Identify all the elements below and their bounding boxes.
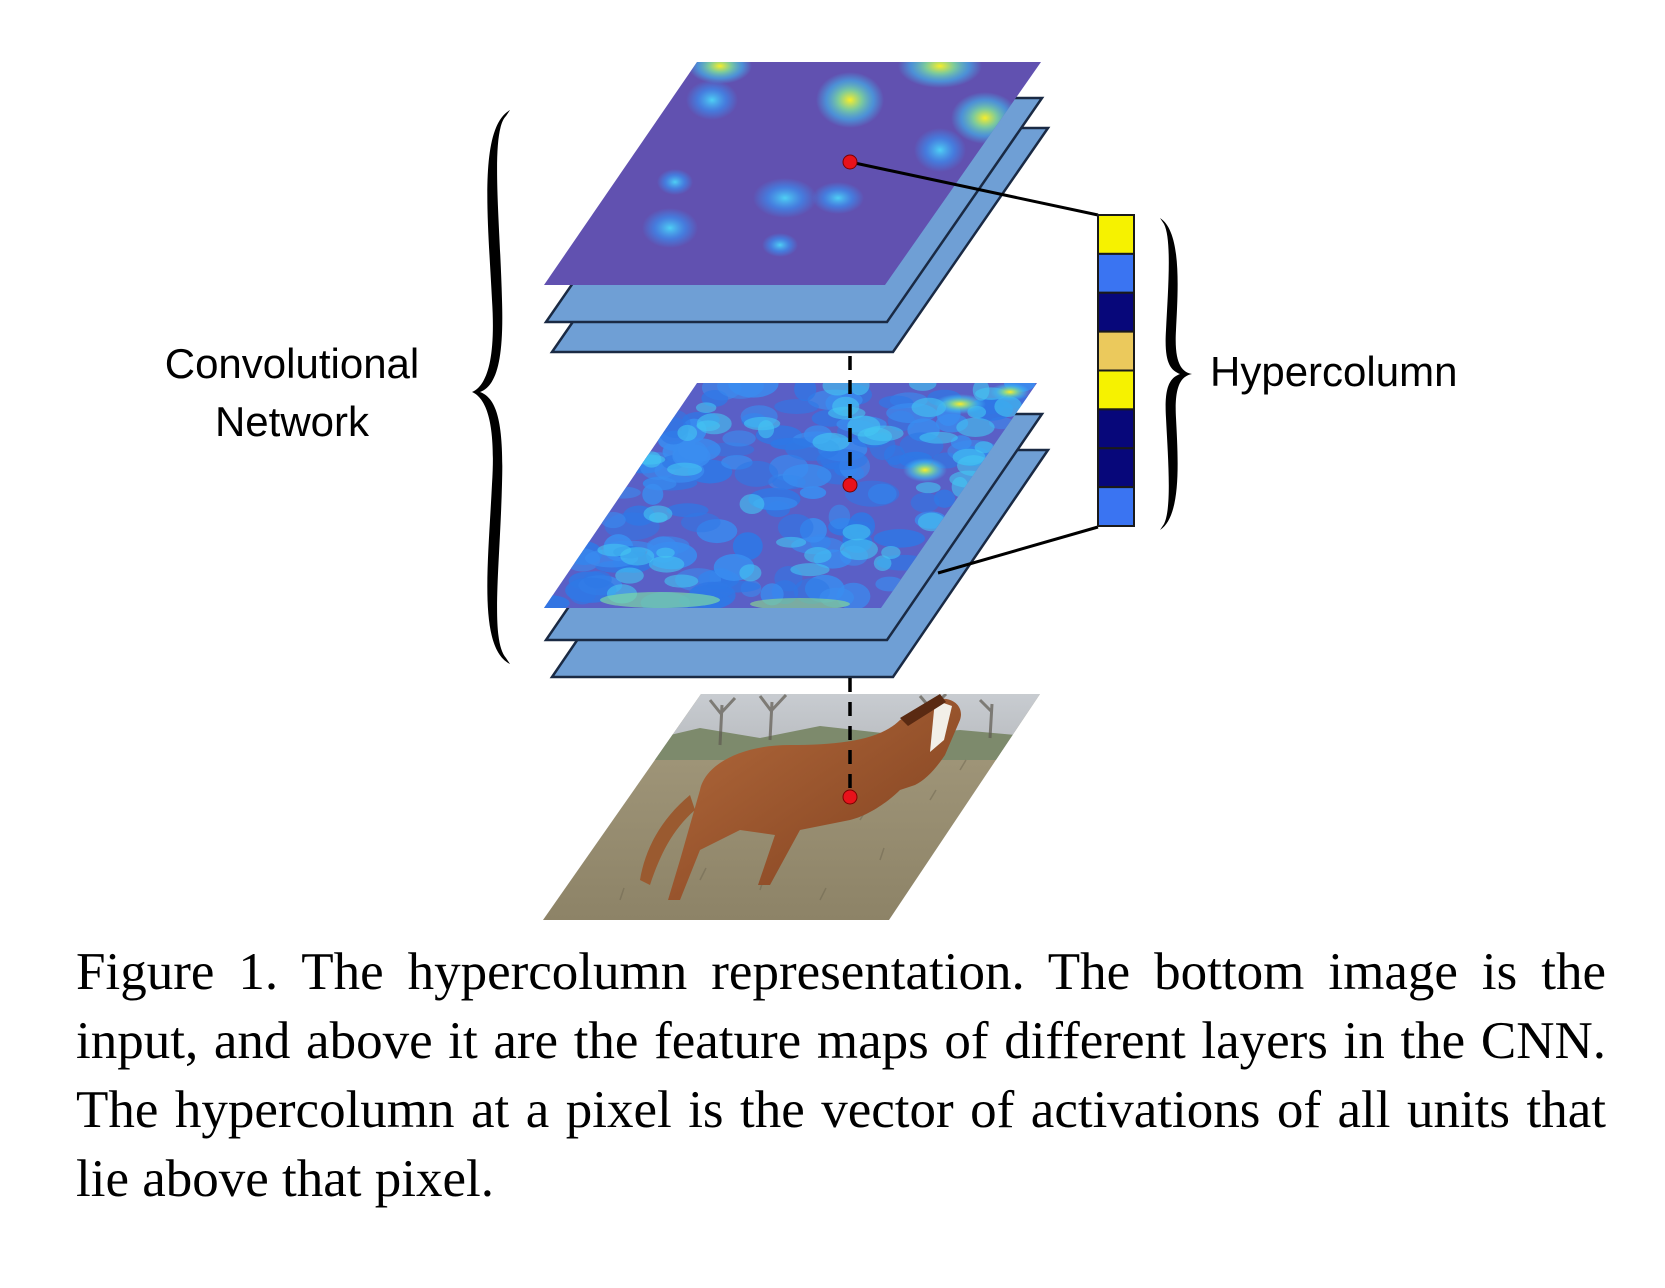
activation-blob	[910, 492, 940, 513]
hypercolumn-label: Hypercolumn	[1210, 348, 1457, 395]
activation-blob	[919, 431, 958, 444]
activation-blob	[739, 564, 762, 582]
hypercolumn-cell	[1097, 330, 1135, 372]
activation-blob	[753, 496, 798, 511]
activation-blob	[642, 483, 664, 505]
activation-blob	[600, 592, 720, 608]
activation-blob	[641, 451, 662, 468]
activation-blob	[873, 555, 892, 571]
activation-blob	[915, 482, 941, 494]
activation-blob	[799, 486, 827, 500]
hypercolumn-cell	[1097, 214, 1135, 255]
activation-blob	[776, 536, 807, 548]
activation-blob	[732, 532, 763, 561]
middle-feature-stack	[543, 383, 1051, 679]
figure-caption: Figure 1. The hypercolumn representation…	[76, 943, 1606, 1208]
hypercolumn-cell	[1097, 252, 1135, 294]
input-image	[543, 694, 1040, 920]
activation-blob	[646, 536, 690, 555]
activation-blob	[832, 396, 860, 417]
hypercolumn-vector	[1097, 214, 1135, 527]
activation-blob	[847, 415, 881, 437]
top-feature-map-activations	[642, 62, 1019, 257]
network-label-line-1: Convolutional	[165, 340, 420, 387]
activation-blob	[597, 543, 632, 557]
activation-blob	[649, 512, 668, 523]
network-label-line-2: Network	[215, 398, 370, 445]
activation-blob	[849, 383, 870, 396]
activation-blob	[680, 512, 721, 533]
activation-blob	[839, 538, 878, 561]
right-curly-brace	[1160, 218, 1192, 530]
activation-blob	[881, 546, 901, 559]
pixel-dot-input	[842, 789, 858, 805]
pixel-dot-top	[842, 154, 858, 170]
left-curly-brace	[472, 110, 510, 664]
activation-blob	[722, 430, 756, 447]
activation-blob	[565, 577, 617, 603]
activation-blob	[822, 383, 853, 396]
activation-blob	[794, 383, 817, 402]
activation-blob	[667, 462, 703, 476]
activation-blob	[695, 402, 717, 413]
activation-blob	[934, 394, 986, 414]
activation-blob	[664, 574, 699, 588]
top-feature-stack	[543, 62, 1051, 354]
hypercolumn-cell	[1097, 447, 1135, 489]
activation-blob	[908, 383, 937, 391]
activation-blob	[777, 514, 814, 541]
hypercolumn-connectors	[849, 160, 1099, 575]
activation-blob	[828, 504, 851, 530]
activation-blob	[952, 448, 986, 466]
middle-feature-map-activations	[544, 383, 1037, 608]
activation-blob	[974, 441, 994, 454]
activation-blob	[790, 563, 830, 577]
pixel-dots	[842, 154, 858, 805]
hypercolumn-figure: Convolutional Network Hypercolumn	[165, 62, 1457, 920]
hypercolumn-cell	[1097, 291, 1135, 333]
activation-blob	[677, 424, 698, 441]
activation-blob	[656, 547, 675, 558]
activation-blob	[750, 598, 850, 608]
activation-blob	[696, 413, 732, 435]
activation-blob	[990, 383, 1030, 401]
horse	[640, 694, 961, 900]
hypercolumn-cell	[1097, 369, 1135, 411]
pixel-dot-middle	[842, 477, 858, 493]
activation-blob	[544, 595, 570, 608]
activation-blob	[774, 399, 819, 414]
activation-blob	[842, 524, 871, 541]
hypercolumn-cell	[1097, 486, 1135, 527]
activation-blob	[873, 529, 925, 548]
activation-blob	[994, 396, 1023, 417]
activation-blob	[743, 416, 781, 431]
activation-blob	[615, 567, 644, 584]
hypercolumn-cell	[1097, 408, 1135, 450]
activation-blob	[677, 438, 721, 462]
activation-blob	[972, 383, 990, 401]
activation-blob	[903, 458, 947, 482]
activation-blob	[739, 494, 765, 515]
activation-blob	[804, 547, 832, 564]
activation-blob	[844, 480, 900, 507]
activation-blob	[956, 417, 995, 437]
activation-blob	[600, 511, 626, 529]
activation-blob	[648, 555, 685, 573]
activation-blob	[717, 383, 764, 399]
activation-blob	[782, 463, 832, 489]
activation-blob	[812, 432, 850, 452]
activation-blob	[734, 460, 779, 487]
activation-blob	[604, 486, 641, 499]
